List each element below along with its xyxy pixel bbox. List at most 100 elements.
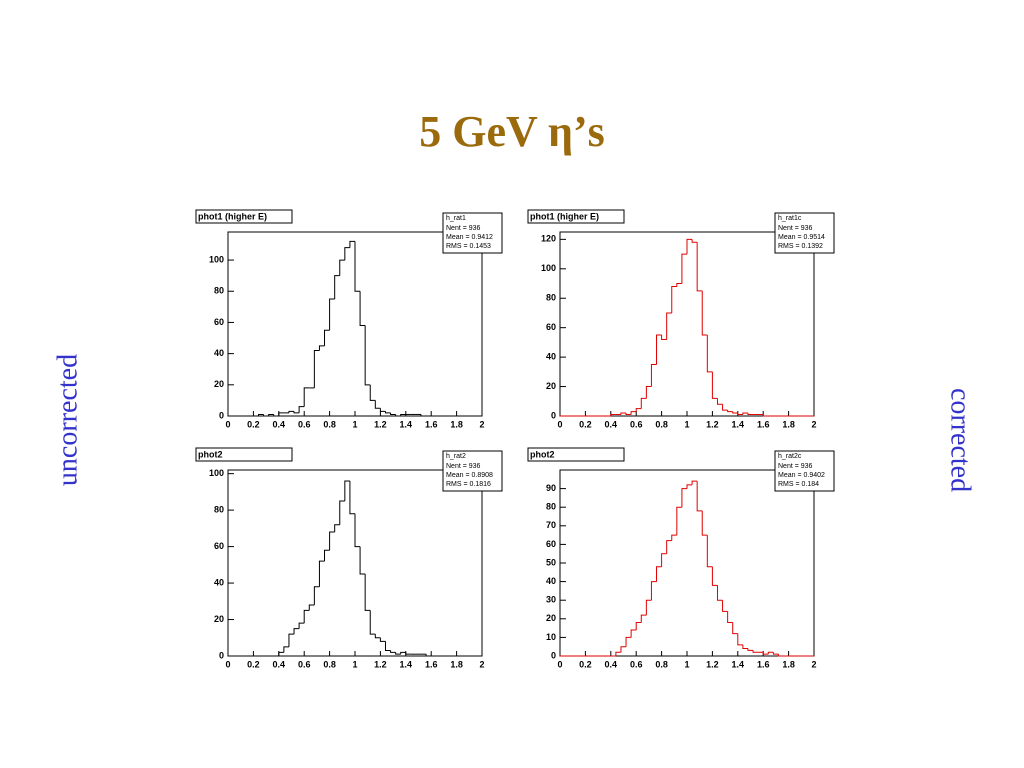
histogram-bin <box>293 628 300 635</box>
stats-line: RMS = 0.1816 <box>446 481 491 488</box>
histogram-bin <box>671 285 677 313</box>
x-tick-label: 0.4 <box>273 419 286 429</box>
hist-title: phot1 (higher E) <box>198 211 267 221</box>
x-tick-label: 1.8 <box>782 419 795 429</box>
histogram-bin <box>732 411 738 414</box>
x-tick-label: 1.6 <box>425 659 438 669</box>
x-tick-label: 1.4 <box>732 419 745 429</box>
x-tick-label: 0 <box>557 659 562 669</box>
histogram-bin <box>661 553 667 567</box>
histogram-bin <box>762 414 769 417</box>
histogram-bin <box>711 566 718 586</box>
histogram-bin <box>777 654 784 657</box>
x-tick-label: 1.6 <box>757 659 770 669</box>
y-tick-label: 40 <box>214 577 224 587</box>
histogram-bin <box>354 513 361 548</box>
histogram-bin <box>400 651 406 655</box>
x-tick-label: 0.2 <box>247 419 260 429</box>
x-tick-label: 0.8 <box>323 419 336 429</box>
stats-line: Mean = 0.9402 <box>778 472 825 479</box>
histogram-bin <box>640 614 647 623</box>
x-tick-label: 2 <box>479 659 484 669</box>
histogram-bin <box>400 413 406 416</box>
y-tick-label: 70 <box>546 520 556 530</box>
y-tick-label: 40 <box>546 576 556 586</box>
y-tick-label: 100 <box>209 468 224 478</box>
histogram-bin <box>767 651 774 655</box>
histogram-bin <box>681 488 687 508</box>
histogram-bin <box>339 259 345 276</box>
histogram-bin <box>384 641 391 652</box>
histogram-bin <box>620 412 627 415</box>
histogram-bin <box>686 238 693 255</box>
histogram-bin <box>666 540 672 554</box>
stats-box <box>774 212 835 254</box>
histogram-bin <box>762 652 769 655</box>
hist-title: phot1 (higher E) <box>530 211 599 221</box>
x-tick-label: 0.2 <box>579 659 592 669</box>
histogram-bin <box>610 414 616 416</box>
histogram-bin <box>620 646 627 653</box>
x-tick-label: 1.4 <box>732 659 745 669</box>
stats-line: Nent = 936 <box>778 225 813 232</box>
histogram-bin <box>395 652 401 655</box>
histogram-bin <box>278 412 284 416</box>
histogram-bin <box>390 412 396 415</box>
stats-line: RMS = 0.1453 <box>446 243 491 250</box>
slide-title: 5 GeV η’s <box>419 107 605 156</box>
histogram-bin <box>666 312 672 340</box>
x-tick-label: 1 <box>684 419 689 429</box>
histogram-bin <box>349 480 355 515</box>
y-tick-label: 0 <box>551 650 556 660</box>
histogram-bin <box>374 400 381 409</box>
histogram-bin <box>716 585 723 601</box>
title-box <box>195 209 293 224</box>
x-tick-label: 1 <box>684 659 689 669</box>
y-tick-label: 10 <box>546 632 556 642</box>
y-tick-label: 40 <box>546 351 556 361</box>
histogram-bin <box>625 636 632 647</box>
stats-name: h_rat1c <box>778 215 802 222</box>
stats-line: Mean = 0.9514 <box>778 234 825 241</box>
histogram-bin <box>298 406 305 413</box>
histogram-bin <box>630 629 637 638</box>
histogram-bin <box>671 534 677 541</box>
histogram-bin <box>420 414 427 417</box>
x-tick-label: 0.8 <box>655 659 668 669</box>
histogram-bin <box>395 414 401 417</box>
histogram-bin <box>384 411 391 414</box>
histogram-bin <box>344 247 350 261</box>
stats-name: h_rat1 <box>446 215 466 222</box>
histogram-bin <box>268 413 274 416</box>
histogram-bin <box>706 335 713 373</box>
stats-line: Nent = 936 <box>446 225 481 232</box>
hist-title: phot2 <box>530 449 555 459</box>
hist-title: phot2 <box>198 449 223 459</box>
title-box <box>527 447 625 462</box>
histogram-bin <box>324 549 330 562</box>
histogram-bin <box>313 350 320 388</box>
histogram-bin <box>650 363 657 387</box>
y-tick-label: 0 <box>551 410 556 420</box>
histogram-bin <box>696 481 703 512</box>
histogram-bin <box>686 484 693 489</box>
histogram-bin <box>716 398 723 405</box>
histogram-bin <box>334 275 340 300</box>
x-tick-label: 0.6 <box>298 419 311 429</box>
histogram-bin <box>696 242 703 292</box>
stats-line: Mean = 0.8908 <box>446 472 493 479</box>
x-tick-label: 1.8 <box>450 419 463 429</box>
y-tick-label: 100 <box>541 263 556 273</box>
histogram-bin <box>263 414 269 417</box>
x-tick-label: 0.6 <box>298 659 311 669</box>
histogram-bin <box>645 599 652 616</box>
x-tick-label: 1.8 <box>782 659 795 669</box>
histogram-bin <box>349 240 355 248</box>
histogram-bin <box>364 325 371 386</box>
histogram-bin <box>691 480 698 485</box>
histogram-bin <box>691 239 698 243</box>
x-tick-label: 2 <box>479 419 484 429</box>
histogram-bin <box>701 290 708 336</box>
histogram-bin <box>308 604 315 611</box>
